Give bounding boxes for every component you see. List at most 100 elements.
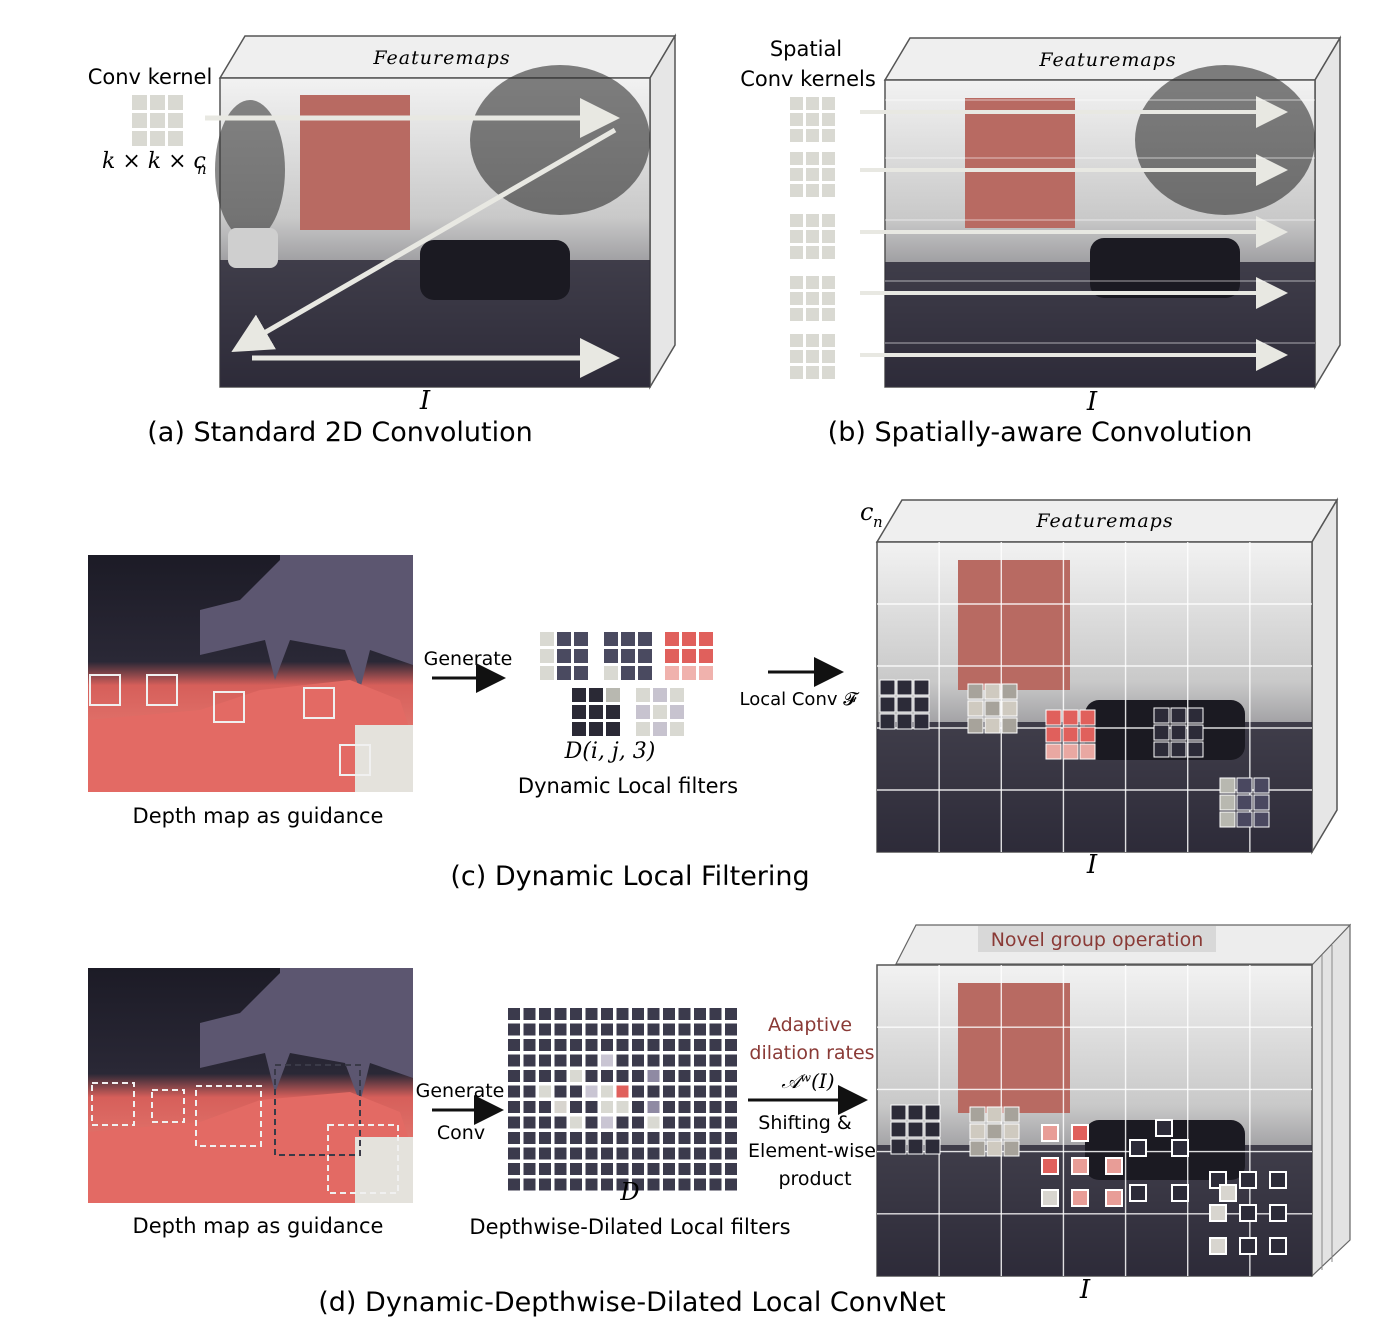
kernel-3x3 [665,632,713,680]
filter-cell [585,1054,598,1067]
filter-cell [694,1070,706,1082]
kernel-cell [806,214,819,227]
kernel-cell [636,705,650,719]
filter-cell [539,1163,551,1175]
kernel-cell [822,214,835,227]
kernel-cell [132,95,147,110]
kernel-label: Conv kernel [88,65,213,89]
filter-cell [585,1023,598,1036]
filter-cell [647,1085,660,1098]
dilated-sample [1171,1139,1189,1157]
dilated-window [195,1085,262,1147]
filter-cell [678,1101,691,1113]
kernel-cell [896,696,913,713]
featuremap-box-side [1314,35,1341,390]
filter-cell [632,1178,644,1191]
kernel-cell [986,1140,1003,1157]
filter-cell [508,1039,520,1051]
kernel-cell [790,308,803,321]
sample-window [89,674,121,706]
kernel-cell [150,113,165,128]
dilated-sample [1041,1124,1059,1142]
filter-cell [508,1132,520,1144]
kernel-cell [638,649,652,663]
kernel-cell [621,649,635,663]
featuremap-header: Featuremaps [1038,49,1176,71]
filter-cell [663,1116,675,1129]
filter-cell [647,1039,660,1051]
filter-cell [508,1101,520,1113]
kernel-cell [986,1106,1003,1123]
kernel-cell [682,649,696,663]
panel-caption: (a) Standard 2D Convolution [147,417,532,448]
featuremap-header: Featuremaps [372,47,510,69]
featuremap-box-side [1311,497,1338,855]
kernel-cell [572,688,586,702]
adaptive-label: Adaptive [768,1014,852,1036]
sample-window [213,691,245,723]
kernel-cell [168,131,183,146]
kernel-cell [699,666,713,680]
local-conv-label: Local Conv 𝓕 [739,689,860,710]
group-box-side [1311,923,1351,1278]
kernel-cell [1153,707,1170,724]
filter-cell [539,1054,551,1067]
kernel-cell [636,722,650,736]
dilated-window [274,1064,361,1156]
filter-cell [694,1101,706,1113]
kernel-cell [1045,709,1062,726]
kernel-cell [572,705,586,719]
dilated-sample [1041,1157,1059,1175]
kernel-cell [589,705,603,719]
dilated-window [91,1082,135,1126]
kernel-cell [636,688,650,702]
kernel-cell [606,705,620,719]
sample-window [146,674,178,706]
tree-right [470,65,650,215]
kernel-cell [604,649,618,663]
kernel-cell [890,1121,907,1138]
filter-cell [725,1070,737,1082]
filter-cell [570,1054,582,1067]
kernel-cell [984,683,1001,700]
kernel-3x3 [790,97,835,142]
filter-cell [725,1008,737,1020]
filter-cell [523,1085,536,1098]
filter-cell [601,1147,613,1160]
sample-window [339,744,371,776]
filter-cell [709,1101,722,1113]
kernel-cell [890,1138,907,1155]
filter-cell [539,1023,551,1036]
filter-cell [678,1116,691,1129]
kernel-cell [604,666,618,680]
filter-cell [632,1147,644,1160]
filter-cell [632,1101,644,1113]
filter-cell [725,1039,737,1051]
filter-cell [647,1116,660,1129]
kernel-cell [682,632,696,646]
kernel-dims-sub: n [197,160,207,178]
kernel-cell [890,1104,907,1121]
car [1090,238,1240,298]
channel-sub: n [873,513,883,531]
filter-cell [601,1008,613,1020]
filter-cell [585,1147,598,1160]
kernel-cell [967,717,984,734]
kernel-cell [790,184,803,197]
kernel-cell [806,168,819,181]
shift-label: Shifting & [758,1112,852,1134]
filter-cell [601,1070,613,1082]
kernel-cell [913,713,930,730]
building [965,98,1075,228]
kernel-cell [822,350,835,363]
dilated-sample [1071,1189,1089,1207]
scan-arrow [231,127,617,353]
group-operation-banner [978,926,1216,952]
dilated-sample [1071,1124,1089,1142]
dilated-sample [1129,1139,1147,1157]
filter-cell [570,1147,582,1160]
kernel-cell [1253,811,1270,828]
kernel-cell [790,129,803,142]
filter-cell [570,1116,582,1129]
filter-cell [632,1023,644,1036]
